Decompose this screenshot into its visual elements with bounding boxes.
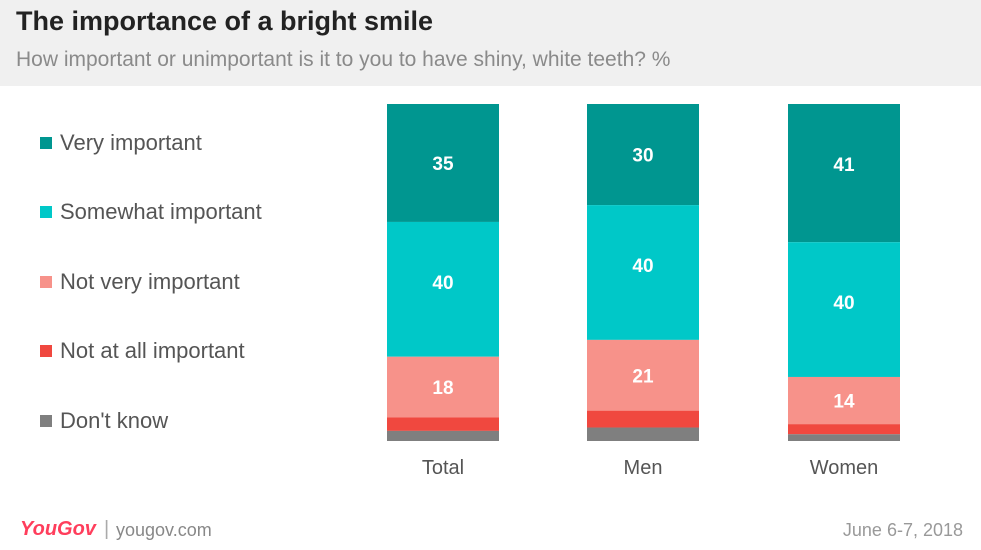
header-band: The importance of a bright smile How imp… xyxy=(0,0,981,86)
legend-label: Not very important xyxy=(60,269,240,294)
bar-segment xyxy=(587,410,699,428)
chart-subtitle: How important or unimportant is it to yo… xyxy=(16,48,671,71)
legend-swatch xyxy=(40,137,52,149)
legend-item-very-important: Very important xyxy=(40,130,202,156)
legend-swatch xyxy=(40,206,52,218)
legend-item-not-at-all-important: Not at all important xyxy=(40,338,245,364)
legend-item-not-very-important: Not very important xyxy=(40,269,240,295)
bar-segment xyxy=(387,430,499,441)
footer-separator: | xyxy=(104,518,110,540)
category-label: Men xyxy=(624,457,663,479)
data-label: 18 xyxy=(432,378,453,399)
bar-segment xyxy=(788,424,900,435)
bar-segment xyxy=(387,417,499,431)
legend-label: Don't know xyxy=(60,408,169,433)
data-label: 14 xyxy=(833,392,855,413)
bar-segment xyxy=(387,221,499,357)
chart-title: The importance of a bright smile xyxy=(16,6,434,36)
bar-segment xyxy=(788,242,900,377)
bar-segment xyxy=(788,104,900,243)
category-label: Women xyxy=(810,457,879,479)
bar-segment xyxy=(587,427,699,441)
legend-label: Not at all important xyxy=(60,338,245,363)
bar-segment xyxy=(387,356,499,418)
data-label: 41 xyxy=(833,155,855,176)
bar-segment xyxy=(387,104,499,222)
legend-swatch xyxy=(40,345,52,357)
legend-label: Very important xyxy=(60,130,202,155)
legend-swatch xyxy=(40,415,52,427)
bar-segment xyxy=(788,376,900,425)
bar-segment xyxy=(788,434,900,441)
legend-swatch xyxy=(40,276,52,288)
bar-segment xyxy=(587,205,699,340)
data-label: 21 xyxy=(632,366,654,387)
bar-segment xyxy=(587,104,699,206)
yougov-logo: YouGov xyxy=(20,518,96,540)
data-label: 40 xyxy=(833,293,854,314)
legend-label: Somewhat important xyxy=(60,199,262,224)
footer-url[interactable]: yougov.com xyxy=(116,520,212,540)
category-label: Total xyxy=(422,457,464,479)
data-label: 35 xyxy=(432,154,454,175)
data-label: 40 xyxy=(432,273,453,294)
footer-date: June 6-7, 2018 xyxy=(842,520,963,540)
data-label: 40 xyxy=(632,256,653,277)
legend-item-somewhat-important: Somewhat important xyxy=(40,199,262,225)
data-label: 30 xyxy=(632,146,653,167)
bar-segment xyxy=(587,339,699,411)
legend-item-dont-know: Don't know xyxy=(40,408,168,434)
